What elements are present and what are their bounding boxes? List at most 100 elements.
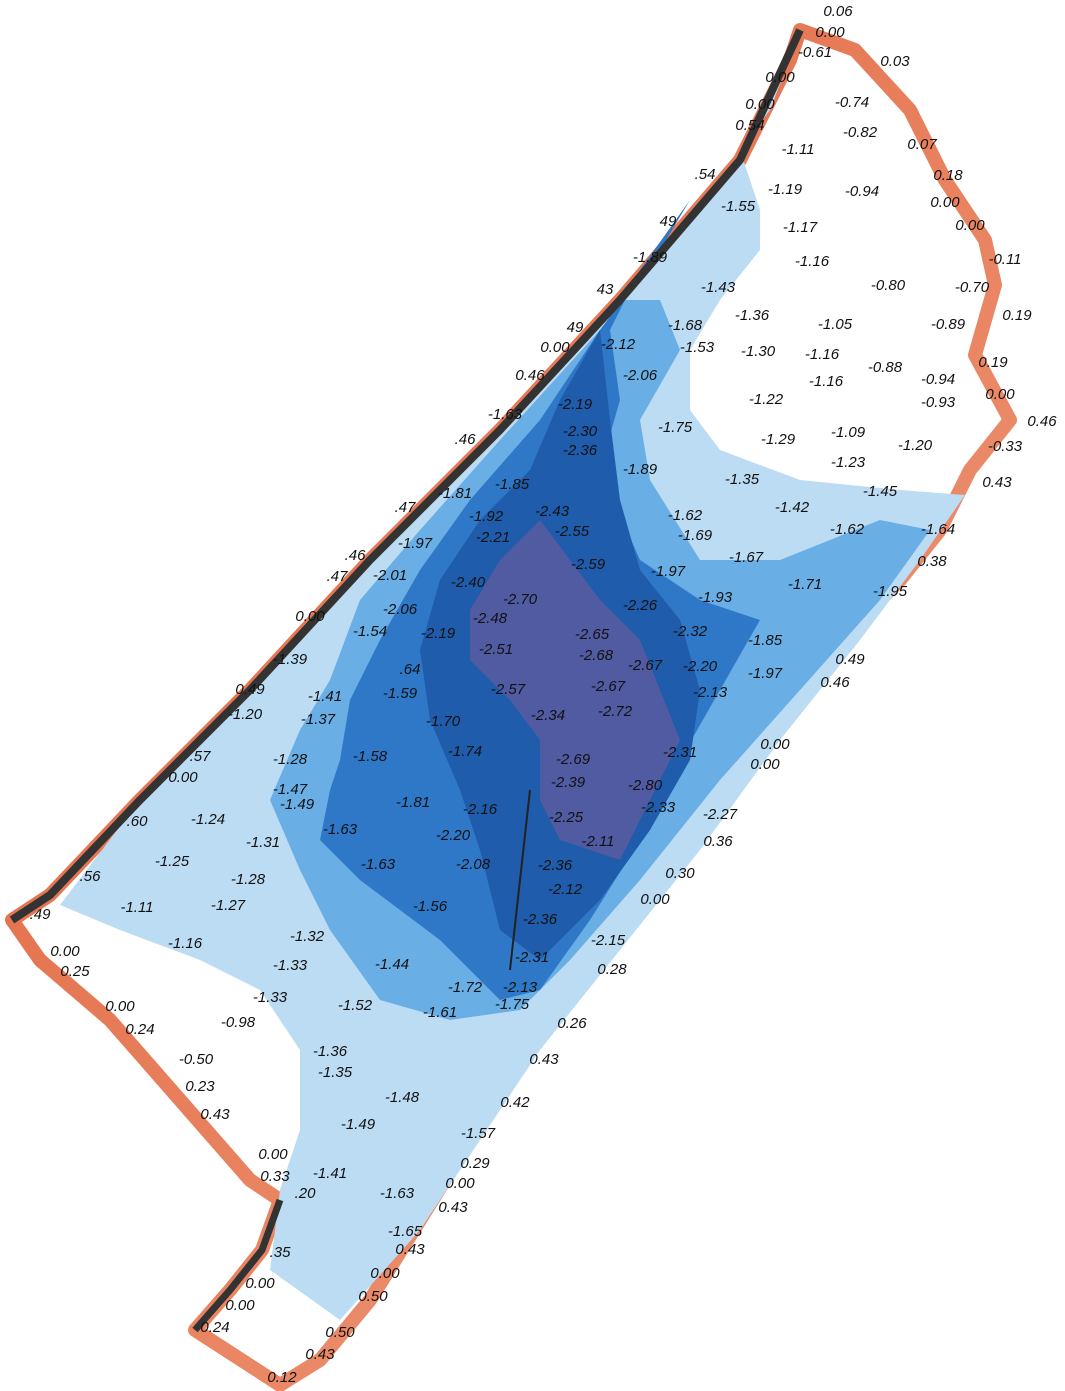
elevation-label: 0.24 — [125, 1021, 154, 1038]
elevation-label: -1.62 — [668, 507, 703, 524]
elevation-label: -1.58 — [353, 748, 388, 765]
elevation-label: -2.12 — [601, 336, 636, 353]
elevation-label: -1.62 — [830, 521, 865, 538]
elevation-label: -2.36 — [538, 857, 573, 874]
elevation-label: -2.25 — [549, 809, 584, 826]
elevation-label: -2.36 — [523, 911, 558, 928]
elevation-label: -1.17 — [783, 219, 818, 236]
elevation-label: .54 — [695, 166, 716, 183]
elevation-label: -1.28 — [273, 751, 308, 768]
elevation-label: 0.33 — [260, 1168, 290, 1185]
elevation-label: -1.47 — [273, 781, 308, 798]
elevation-label: -1.35 — [725, 471, 760, 488]
elevation-label: .35 — [270, 1244, 292, 1261]
elevation-label: -1.63 — [380, 1185, 415, 1202]
elevation-label: -1.39 — [273, 651, 308, 668]
elevation-label: -1.54 — [353, 623, 387, 640]
elevation-label: 49 — [660, 213, 677, 230]
elevation-label: -1.20 — [898, 437, 933, 454]
elevation-label: 0.07 — [907, 136, 937, 153]
elevation-label: -1.27 — [211, 897, 246, 914]
elevation-label: -2.69 — [556, 751, 591, 768]
elevation-label: -2.39 — [551, 774, 586, 791]
elevation-label: 0.00 — [760, 736, 790, 753]
elevation-label: -1.33 — [273, 957, 308, 974]
internal-line — [509, 789, 531, 971]
elevation-label: 0.18 — [933, 167, 963, 184]
elevation-label: -1.53 — [680, 339, 715, 356]
elevation-label: 0.46 — [1027, 413, 1057, 430]
elevation-label: -1.93 — [698, 589, 733, 606]
elevation-label: 0.00 — [370, 1265, 400, 1282]
elevation-label: -1.92 — [469, 508, 504, 525]
elevation-label: -1.44 — [375, 956, 409, 973]
elevation-label: 0.00 — [985, 386, 1015, 403]
elevation-label: -1.69 — [678, 527, 713, 544]
elevation-label: -1.24 — [191, 811, 225, 828]
elevation-label: 0.26 — [557, 1015, 587, 1032]
elevation-label: -2.19 — [421, 625, 456, 642]
elevation-label: -2.21 — [476, 529, 510, 546]
elevation-label: 0.00 — [955, 217, 985, 234]
elevation-label: -0.61 — [798, 44, 832, 61]
elevation-label: -1.61 — [423, 1004, 457, 1021]
elevation-label: .49 — [30, 906, 52, 923]
elevation-label: -1.36 — [313, 1043, 348, 1060]
elevation-label: 0.06 — [823, 3, 853, 20]
elevation-label: 0.42 — [500, 1094, 530, 1111]
elevation-label: 0.43 — [529, 1051, 559, 1068]
elevation-label: -1.49 — [280, 796, 315, 813]
elevation-label: -1.71 — [788, 576, 822, 593]
elevation-label: -2.01 — [373, 567, 407, 584]
elevation-label: 0.43 — [200, 1106, 230, 1123]
elevation-label: 0.00 — [258, 1146, 288, 1163]
elevation-label: -2.15 — [591, 932, 626, 949]
elevation-label: .46 — [345, 547, 367, 564]
elevation-label: -1.64 — [921, 521, 955, 538]
elevation-label: -1.49 — [341, 1116, 376, 1133]
contour-zone-core — [470, 520, 680, 860]
elevation-label: -1.11 — [781, 141, 814, 158]
elevation-label: -1.89 — [633, 249, 668, 266]
elevation-label: -2.36 — [563, 442, 598, 459]
elevation-label: .47 — [395, 499, 417, 516]
elevation-label: -0.70 — [955, 279, 990, 296]
elevation-label: .64 — [400, 661, 421, 678]
elevation-label: 0.00 — [225, 1297, 255, 1314]
elevation-label: 0.03 — [880, 53, 910, 70]
elevation-label: -1.67 — [729, 549, 764, 566]
elevation-label: -1.32 — [290, 928, 325, 945]
elevation-label: 0.00 — [445, 1175, 475, 1192]
elevation-label: 0.00 — [750, 756, 780, 773]
elevation-label: -0.33 — [988, 438, 1023, 455]
elevation-label: 0.00 — [540, 339, 570, 356]
elevation-label: -0.82 — [843, 124, 878, 141]
elevation-label: -2.30 — [563, 423, 598, 440]
elevation-label: -1.68 — [668, 317, 703, 334]
elevation-label: 43 — [597, 281, 614, 298]
elevation-label: -2.20 — [436, 827, 471, 844]
elevation-label: -0.98 — [221, 1014, 256, 1031]
elevation-label: -1.56 — [413, 898, 448, 915]
elevation-label: -2.70 — [503, 591, 538, 608]
elevation-label: -1.95 — [873, 583, 908, 600]
elevation-label: -2.48 — [473, 610, 508, 627]
elevation-label: -2.12 — [548, 881, 583, 898]
elevation-label: -0.94 — [845, 183, 879, 200]
elevation-label: -1.30 — [741, 343, 776, 360]
elevation-label: -0.94 — [921, 371, 955, 388]
elevation-label: -1.31 — [246, 834, 280, 851]
elevation-label: -1.52 — [338, 997, 373, 1014]
elevation-label: -1.35 — [318, 1064, 353, 1081]
elevation-label: 0.50 — [325, 1324, 355, 1341]
elevation-label: -1.23 — [831, 454, 866, 471]
elevation-label: -1.72 — [448, 979, 483, 996]
elevation-label: -2.08 — [456, 856, 491, 873]
elevation-label: -1.85 — [748, 632, 783, 649]
elevation-label: .47 — [327, 568, 349, 585]
elevation-label: -1.33 — [253, 989, 288, 1006]
elevation-label: -2.65 — [575, 626, 610, 643]
elevation-label: -2.80 — [628, 777, 663, 794]
